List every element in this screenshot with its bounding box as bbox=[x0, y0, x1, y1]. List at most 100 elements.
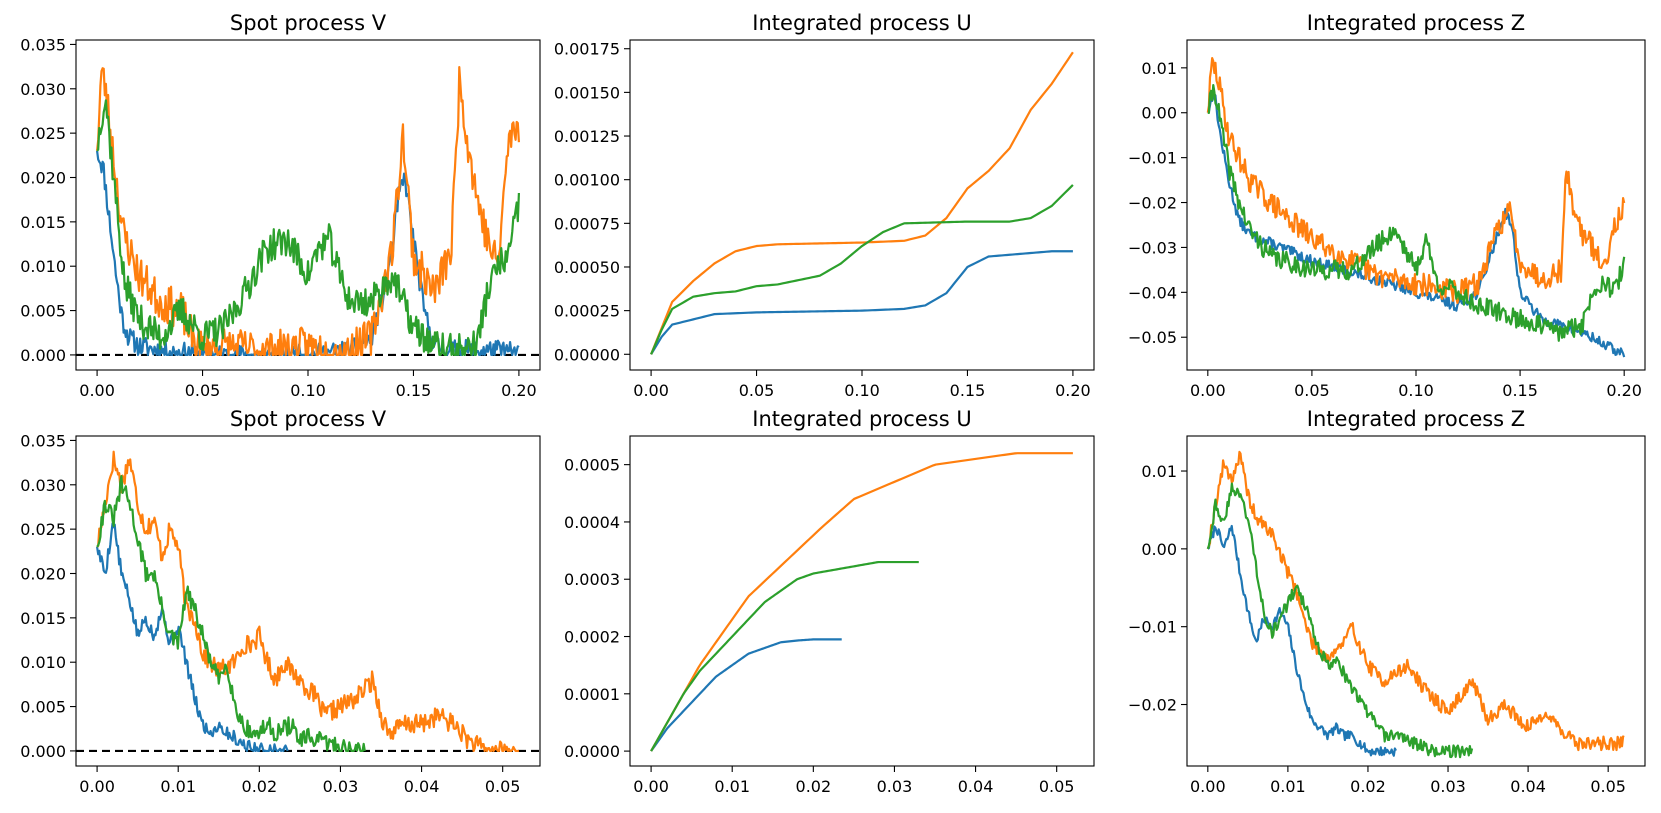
y-tick-label: 0.015 bbox=[20, 213, 66, 232]
axes-frame bbox=[629, 39, 1095, 371]
x-tick-label: 0.04 bbox=[1510, 777, 1546, 796]
series-line-path-3 bbox=[96, 475, 366, 753]
y-tick-label: −0.01 bbox=[1128, 618, 1177, 637]
y-tick-label: 0.00125 bbox=[554, 127, 620, 146]
x-tick-label: 0.04 bbox=[958, 777, 994, 796]
x-tick-label: 0.05 bbox=[1039, 777, 1075, 796]
x-tick-label: 0.00 bbox=[1190, 777, 1226, 796]
x-tick-label: 0.00 bbox=[1190, 381, 1226, 400]
series-line-path-2 bbox=[650, 452, 1073, 752]
series-line-path-1 bbox=[1207, 93, 1626, 358]
series-line-path-2 bbox=[95, 66, 521, 357]
x-tick-label: 0.03 bbox=[323, 777, 359, 796]
y-tick-label: 0.0005 bbox=[564, 456, 620, 475]
series-line-path-3 bbox=[1207, 84, 1626, 342]
x-tick-label: 0.20 bbox=[1055, 381, 1091, 400]
y-tick-label: 0.00050 bbox=[554, 258, 620, 277]
y-tick-label: 0.00 bbox=[1141, 104, 1177, 123]
y-tick-label: 0.000 bbox=[20, 346, 66, 365]
series-line-path-3 bbox=[96, 99, 521, 357]
y-tick-label: 0.020 bbox=[20, 565, 66, 584]
x-tick-label: 0.20 bbox=[1606, 381, 1642, 400]
subplot-title: Spot process V bbox=[230, 11, 387, 35]
x-tick-label: 0.10 bbox=[844, 381, 880, 400]
series-line-path-2 bbox=[1206, 450, 1625, 752]
x-tick-label: 0.00 bbox=[633, 381, 669, 400]
y-tick-label: 0.015 bbox=[20, 609, 66, 628]
y-tick-label: 0.005 bbox=[20, 698, 66, 717]
subplot-title: Integrated process U bbox=[752, 11, 971, 35]
plot-area bbox=[76, 66, 540, 357]
y-tick-label: 0.00075 bbox=[554, 214, 620, 233]
series-line-path-3 bbox=[1206, 482, 1474, 759]
series-line-path-3 bbox=[650, 184, 1074, 355]
y-tick-label: 0.005 bbox=[20, 302, 66, 321]
y-tick-label: 0.0003 bbox=[564, 570, 620, 589]
series-line-path-2 bbox=[96, 450, 519, 753]
series-line-path-1 bbox=[650, 638, 842, 752]
x-tick-label: 0.01 bbox=[160, 777, 196, 796]
x-tick-label: 0.03 bbox=[877, 777, 913, 796]
x-tick-label: 0.04 bbox=[404, 777, 440, 796]
x-tick-label: 0.02 bbox=[796, 777, 832, 796]
x-tick-label: 0.15 bbox=[1502, 381, 1538, 400]
subplot-1: Spot process V 0.00 0.05 0.10 0.15 0.20 0.000 0… bbox=[20, 11, 541, 400]
y-tick-label: 0.030 bbox=[20, 476, 66, 495]
y-tick-label: 0.010 bbox=[20, 653, 66, 672]
y-tick-label: −0.03 bbox=[1128, 238, 1177, 257]
y-tick-label: 0.01 bbox=[1141, 59, 1177, 78]
subplot-5: Integrated process U 0.00 0.01 0.02 0.03 0.04… bbox=[564, 407, 1095, 796]
x-tick-label: 0.15 bbox=[950, 381, 986, 400]
y-tick-label: 0.01 bbox=[1141, 462, 1177, 481]
plot-area bbox=[76, 450, 540, 753]
subplot-title: Integrated process U bbox=[752, 407, 971, 431]
plot-area bbox=[1206, 450, 1625, 759]
plot-area bbox=[650, 452, 1073, 752]
y-tick-label: −0.02 bbox=[1128, 696, 1177, 715]
y-tick-label: 0.020 bbox=[20, 169, 66, 188]
series-line-path-2 bbox=[650, 51, 1074, 355]
x-tick-label: 0.01 bbox=[1270, 777, 1306, 796]
subplot-3: Integrated process Z 0.00 0.05 0.10 0.15 0.20… bbox=[1128, 11, 1646, 400]
y-tick-label: 0.0002 bbox=[564, 628, 620, 647]
x-tick-label: 0.03 bbox=[1430, 777, 1466, 796]
series-line-path-1 bbox=[95, 150, 520, 357]
x-tick-label: 0.15 bbox=[396, 381, 432, 400]
subplot-title: Spot process V bbox=[230, 407, 387, 431]
axes-frame bbox=[629, 435, 1095, 767]
series-line-path-2 bbox=[1206, 57, 1626, 305]
x-tick-label: 0.02 bbox=[242, 777, 278, 796]
y-tick-label: −0.04 bbox=[1128, 283, 1177, 302]
y-tick-label: 0.00025 bbox=[554, 302, 620, 321]
x-tick-label: 0.10 bbox=[290, 381, 326, 400]
y-tick-label: 0.025 bbox=[20, 124, 66, 143]
x-tick-label: 0.00 bbox=[79, 381, 115, 400]
x-tick-label: 0.00 bbox=[633, 777, 669, 796]
y-tick-label: 0.0000 bbox=[564, 742, 620, 761]
x-tick-label: 0.02 bbox=[1350, 777, 1386, 796]
y-tick-label: 0.00150 bbox=[554, 83, 620, 102]
series-line-path-1 bbox=[650, 250, 1073, 355]
x-tick-label: 0.05 bbox=[1590, 777, 1626, 796]
axes-frame bbox=[75, 435, 541, 767]
y-tick-label: 0.00175 bbox=[554, 40, 620, 59]
y-tick-label: 0.0004 bbox=[564, 513, 620, 532]
axes-frame bbox=[1186, 435, 1646, 767]
y-tick-label: 0.035 bbox=[20, 35, 66, 54]
x-tick-label: 0.05 bbox=[1294, 381, 1330, 400]
y-tick-label: 0.030 bbox=[20, 80, 66, 99]
series-line-path-1 bbox=[1207, 524, 1397, 757]
y-tick-label: 0.00000 bbox=[554, 345, 620, 364]
y-tick-label: 0.0001 bbox=[564, 685, 620, 704]
axes-frame bbox=[75, 39, 541, 371]
series-line-path-3 bbox=[650, 560, 919, 752]
x-tick-label: 0.05 bbox=[739, 381, 775, 400]
y-tick-label: 0.00100 bbox=[554, 171, 620, 190]
x-tick-label: 0.20 bbox=[501, 381, 537, 400]
subplot-4: Spot process V 0.00 0.01 0.02 0.03 0.04 0.05 0.… bbox=[20, 407, 541, 796]
series-line-path-1 bbox=[96, 522, 289, 753]
y-tick-label: 0.010 bbox=[20, 257, 66, 276]
subplot-2: Integrated process U 0.00 0.05 0.10 0.15 0.20… bbox=[554, 11, 1095, 400]
x-tick-label: 0.00 bbox=[79, 777, 115, 796]
